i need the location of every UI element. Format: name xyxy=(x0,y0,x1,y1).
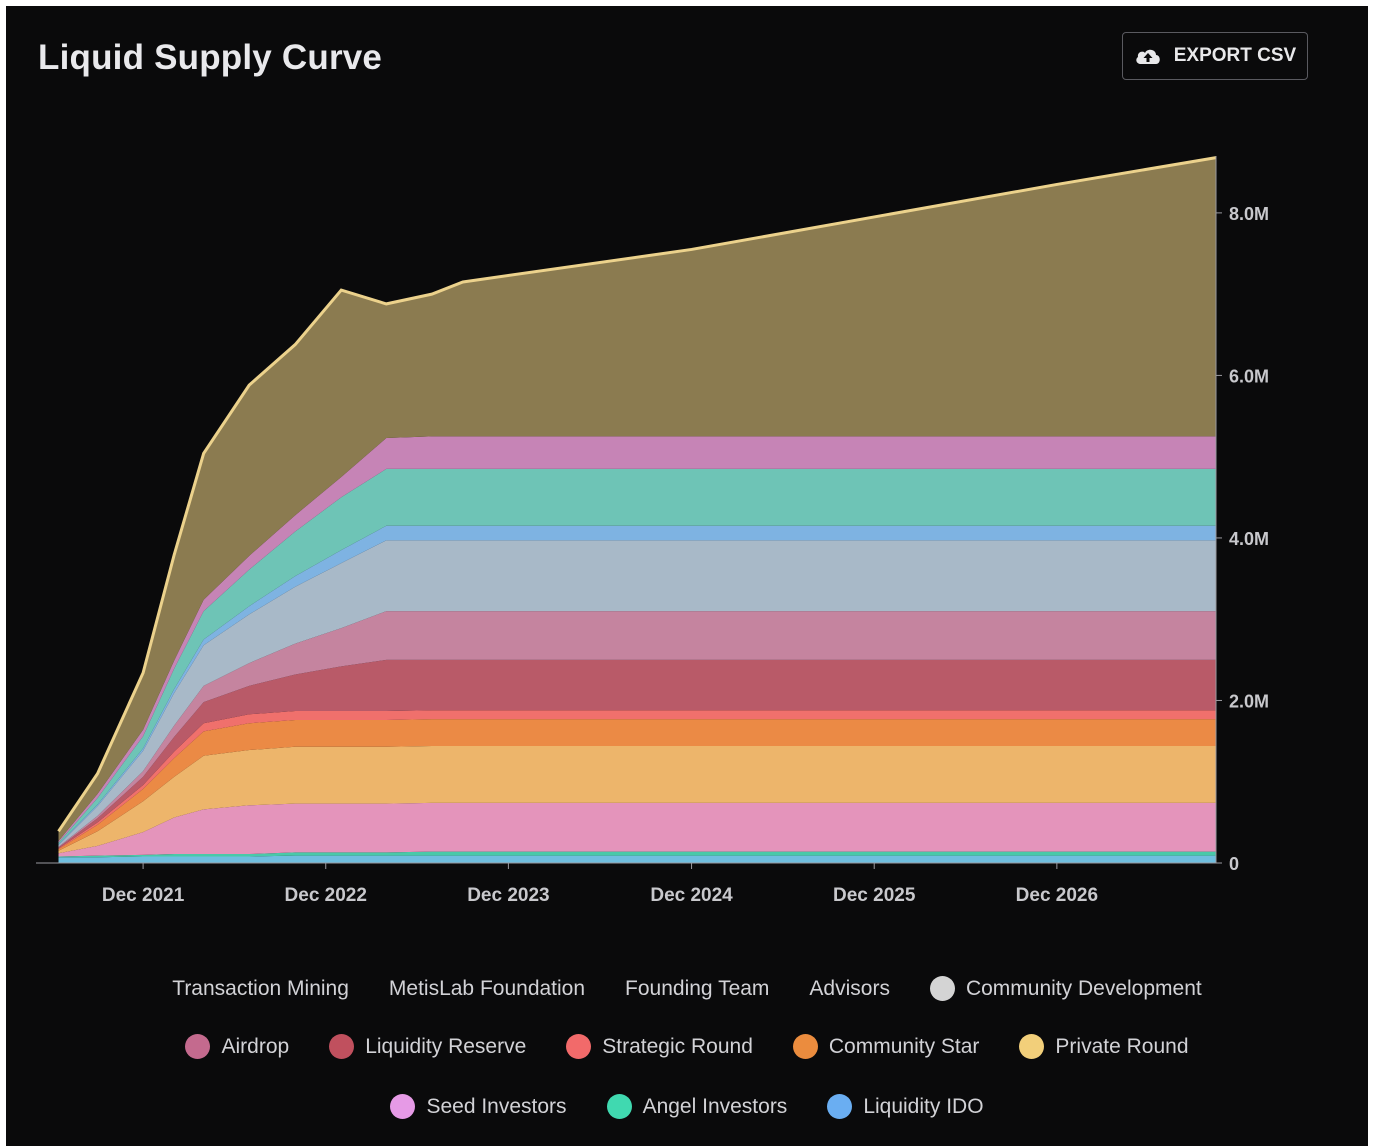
legend-label: Transaction Mining xyxy=(172,976,349,1000)
area-angel-investors-10 xyxy=(58,468,1217,845)
legend-color-dot xyxy=(929,976,955,1001)
area-liquidity-ido-0 xyxy=(58,855,1217,863)
x-tick-label: Dec 2023 xyxy=(467,885,549,906)
area-angel-investors-1 xyxy=(58,851,1217,858)
area-private-round-3 xyxy=(58,745,1217,854)
legend-item-transaction-mining[interactable]: Transaction Mining xyxy=(172,977,349,1001)
y-tick-label: 0 xyxy=(1229,854,1239,874)
legend-item-private-round[interactable]: Private Round xyxy=(1019,1034,1189,1059)
legend-color-dot xyxy=(329,1034,355,1059)
legend-color-dot xyxy=(606,1094,632,1119)
export-csv-button[interactable]: EXPORT CSV xyxy=(1122,32,1308,80)
legend-label: Airdrop xyxy=(221,1034,290,1058)
legend-color-dot xyxy=(566,1034,592,1059)
legend-item-angel-investors[interactable]: Angel Investors xyxy=(606,1094,788,1119)
chart-panel: Liquid Supply Curve EXPORT CSV Dec 2021 D… xyxy=(6,6,1368,1146)
legend-item-seed-investors[interactable]: Seed Investors xyxy=(390,1094,567,1119)
legend-color-dot xyxy=(390,1094,416,1119)
x-tick-label: Dec 2025 xyxy=(833,885,916,906)
legend-label: Liquidity IDO xyxy=(863,1094,984,1118)
legend-label: Community Star xyxy=(828,1034,980,1058)
chart-title: Liquid Supply Curve xyxy=(38,38,383,77)
y-tick-label: 2.0M xyxy=(1229,691,1269,711)
legend-item-community-development[interactable]: Community Development xyxy=(929,976,1202,1001)
y-tick-label: 8.0M xyxy=(1229,204,1269,224)
x-tick-label: Dec 2022 xyxy=(285,885,367,906)
area-liquidity-reserve-6 xyxy=(58,659,1217,849)
legend-row: Airdrop Liquidity Reserve Strategic Round C… xyxy=(6,1034,1368,1059)
legend-color-dot xyxy=(792,1034,818,1059)
legend-item-founding-team[interactable]: Founding Team xyxy=(625,977,769,1001)
legend-label: Liquidity Reserve xyxy=(365,1034,527,1058)
legend-item-liquidity-reserve[interactable]: Liquidity Reserve xyxy=(329,1034,526,1059)
legend-label: Advisors xyxy=(809,976,890,1000)
legend-row: Transaction Mining MetisLab Foundation Fou… xyxy=(6,976,1368,1001)
legend-item-metislab-foundation[interactable]: MetisLab Foundation xyxy=(389,977,585,1001)
legend-label: Private Round xyxy=(1055,1034,1189,1058)
legend-item-community-star[interactable]: Community Star xyxy=(792,1034,980,1059)
legend-color-dot xyxy=(1019,1034,1045,1059)
legend-item-liquidity-ido[interactable]: Liquidity IDO xyxy=(827,1094,984,1119)
area-airdrop-7 xyxy=(58,611,1217,848)
supply-area-chart: Dec 2021 Dec 2022 Dec 2023 Dec 2024 Dec 2025… xyxy=(36,156,1269,906)
x-tick-label: Dec 2021 xyxy=(102,885,185,906)
legend-item-advisors[interactable]: Advisors xyxy=(809,977,890,1001)
y-tick-label: 6.0M xyxy=(1229,366,1269,386)
cloud-upload-icon xyxy=(1134,46,1162,66)
legend-label: Strategic Round xyxy=(602,1034,753,1058)
legend-label: Seed Investors xyxy=(426,1094,567,1118)
legend-label: Angel Investors xyxy=(642,1094,788,1118)
legend-color-dot xyxy=(827,1094,853,1119)
x-tick-label: Dec 2026 xyxy=(1016,885,1098,906)
y-tick-label: 4.0M xyxy=(1229,529,1269,549)
area-seed-investors-2 xyxy=(58,802,1217,857)
area-community-star-4 xyxy=(58,719,1217,851)
legend-label: Community Development xyxy=(965,976,1202,1000)
legend-color-dot xyxy=(185,1034,211,1059)
x-tick-label: Dec 2024 xyxy=(650,885,733,906)
area-community-development-8 xyxy=(58,540,1217,847)
legend-item-airdrop[interactable]: Airdrop xyxy=(185,1034,289,1059)
legend-item-strategic-round[interactable]: Strategic Round xyxy=(566,1034,753,1059)
legend-row: Seed Investors Angel Investors Liquidity I… xyxy=(6,1094,1368,1119)
top-line-total-supply xyxy=(57,156,1217,833)
export-csv-label: EXPORT CSV xyxy=(1173,45,1297,66)
legend-label: Founding Team xyxy=(625,976,770,1000)
legend-label: MetisLab Foundation xyxy=(388,976,586,1000)
area-transaction-mining-12 xyxy=(58,157,1217,842)
